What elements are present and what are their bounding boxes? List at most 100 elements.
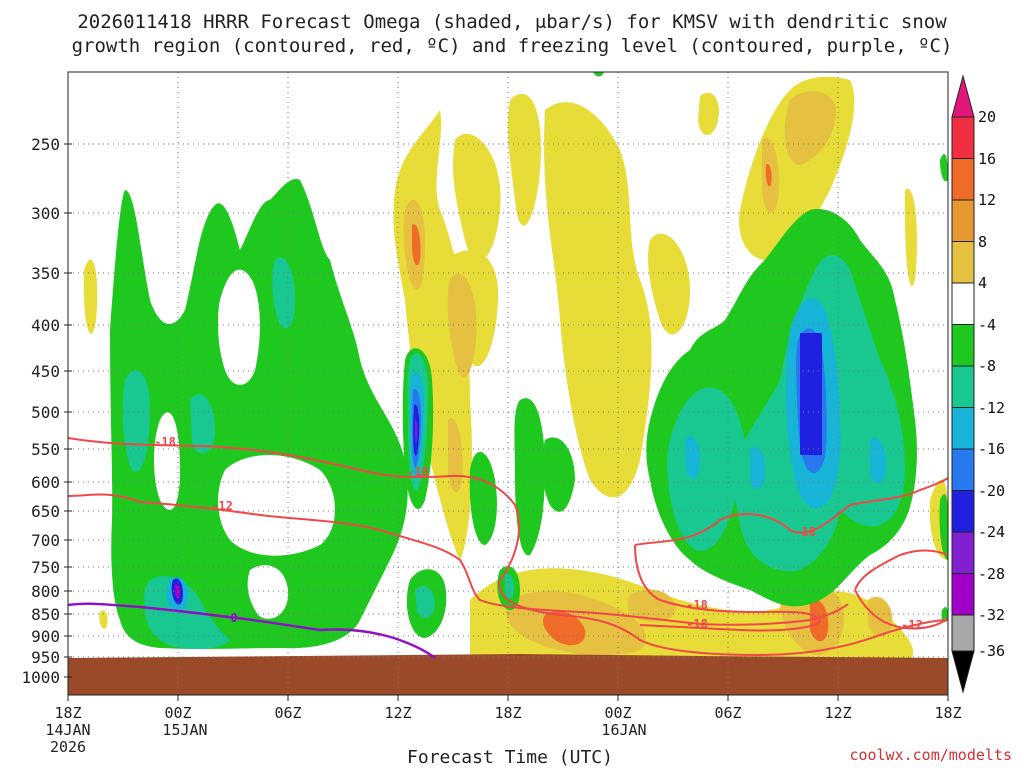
dgz-label: -18 <box>154 435 176 449</box>
omega-core <box>415 585 435 619</box>
omega-shade <box>453 133 501 262</box>
colorbar-label: -12 <box>978 399 1005 417</box>
omega-shade <box>542 437 575 512</box>
colorbar-label: -28 <box>978 565 1005 583</box>
freezing-label: 0 <box>230 611 237 625</box>
dgz-label: -12 <box>901 618 923 632</box>
x-tick-label: 18Z <box>54 704 81 722</box>
omega-core <box>685 436 700 479</box>
colorbar-segment <box>951 614 975 652</box>
omega-core <box>765 164 772 187</box>
x-tick-label: 12Z <box>824 704 851 722</box>
omega-core <box>122 370 150 472</box>
omega-core <box>448 418 463 493</box>
colorbar-label: -8 <box>978 357 996 375</box>
colorbar-segment <box>951 158 975 201</box>
omega-shade <box>940 154 948 182</box>
colorbar-segment <box>951 490 975 533</box>
dgz-label: -12 <box>211 499 233 513</box>
y-tick-label: 500 <box>31 403 60 422</box>
freezing-level-contour <box>68 602 436 659</box>
dgz-label: -18 <box>794 525 816 539</box>
colorbar-segment <box>951 241 975 284</box>
omega-hole <box>217 269 260 385</box>
colorbar-top-arrow <box>951 74 975 118</box>
colorbar-label: -16 <box>978 440 1005 458</box>
y-tick-label: 800 <box>31 582 60 601</box>
omega-core <box>868 596 893 637</box>
omega-core <box>543 610 586 646</box>
omega-shade <box>469 451 497 545</box>
omega-shade <box>698 92 719 135</box>
colorbar-segment <box>951 407 975 450</box>
omega-core <box>870 437 887 484</box>
chart-title-line2: growth region (contoured, red, ºC) and f… <box>72 35 953 57</box>
dgz-contour-far2 <box>854 589 948 630</box>
credit-text: coolwx.com/modelts <box>849 746 1012 764</box>
omega-core <box>800 333 822 455</box>
chart-title-line1: 2026011418 HRRR Forecast Omega (shaded, … <box>77 11 947 33</box>
omega-shade <box>110 179 408 649</box>
y-tick-label: 900 <box>31 627 60 646</box>
omega-core <box>447 273 477 378</box>
omega-shade <box>648 233 690 335</box>
x-tick-label: 00Z <box>164 704 191 722</box>
omega-hole <box>218 455 335 556</box>
x-tick-label: 00Z <box>604 704 631 722</box>
y-tick-label: 700 <box>31 531 60 550</box>
colorbar-label: 8 <box>978 233 987 251</box>
y-tick-label: 300 <box>31 204 60 223</box>
dgz-contour-right <box>634 477 948 546</box>
x-tick-date: 15JAN <box>162 721 207 739</box>
colorbar-segment <box>951 365 975 408</box>
colorbar-segment <box>951 531 975 574</box>
x-tick-label: 06Z <box>714 704 741 722</box>
grid <box>68 72 948 695</box>
x-tick-date: 14JAN <box>45 721 90 739</box>
dgz-contour-far <box>854 549 948 591</box>
x-tick-date: 16JAN <box>601 721 646 739</box>
y-tick-label: 550 <box>31 440 60 459</box>
colorbar-label: -4 <box>978 316 996 334</box>
omega-negative-cores <box>122 255 905 650</box>
colorbar-segment <box>951 448 975 491</box>
y-tick-label: 450 <box>31 362 60 381</box>
x-tick-label: 12Z <box>384 704 411 722</box>
dgz-label: -18 <box>686 617 708 631</box>
omega-core <box>784 91 836 165</box>
omega-shade <box>99 610 108 629</box>
colorbar-bottom-arrow <box>951 650 975 694</box>
colorbar-label: -36 <box>978 642 1005 660</box>
omega-core <box>667 255 905 572</box>
y-tick-label: 350 <box>31 264 60 283</box>
x-axis: 18Z 14JAN 2026 00Z 15JAN 06Z 12Z 18Z 00Z… <box>45 695 962 756</box>
ground-layer <box>68 658 948 695</box>
y-tick-label: 400 <box>31 316 60 335</box>
y-tick-label: 650 <box>31 502 60 521</box>
y-tick-label: 750 <box>31 558 60 577</box>
colorbar-label: -24 <box>978 523 1005 541</box>
y-tick-label: 600 <box>31 473 60 492</box>
colorbar-label: -20 <box>978 482 1005 500</box>
colorbar-segment <box>951 282 975 325</box>
dgz-contours <box>68 437 948 657</box>
colorbar-segment <box>951 199 975 242</box>
omega-core <box>750 446 766 490</box>
omega-core <box>190 394 215 454</box>
dgz-contour-lower <box>68 493 849 626</box>
x-tick-label: 06Z <box>274 704 301 722</box>
omega-core <box>412 224 421 266</box>
omega-shade <box>544 102 652 498</box>
colorbar-label: 16 <box>978 150 996 168</box>
y-axis: 250 300 350 400 450 500 550 600 650 700 … <box>21 135 72 687</box>
dgz-label: -18 <box>407 465 429 479</box>
colorbar-segment <box>951 116 975 159</box>
omega-core <box>415 419 418 443</box>
colorbar-label: 20 <box>978 108 996 126</box>
omega-core <box>175 584 181 599</box>
omega-shade <box>514 398 545 556</box>
y-tick-label: 950 <box>31 648 60 667</box>
omega-shade <box>507 93 541 226</box>
colorbar-segment <box>951 573 975 616</box>
